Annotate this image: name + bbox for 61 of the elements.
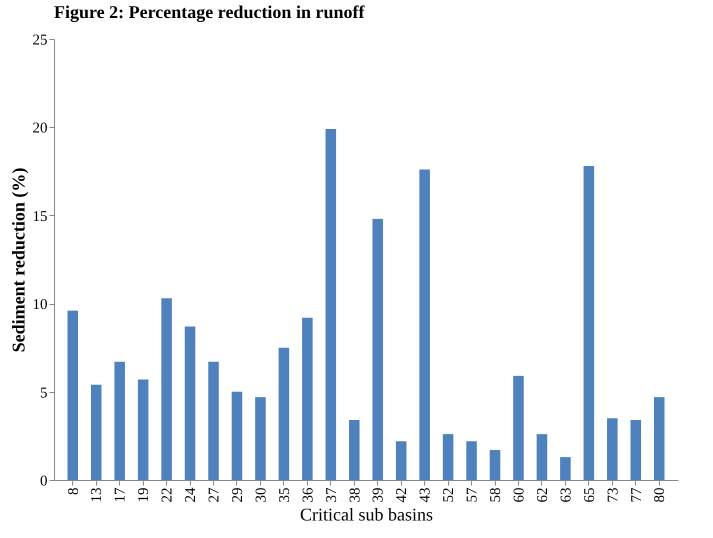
bar	[560, 457, 571, 480]
x-tick-label: 65	[582, 488, 598, 502]
x-tick-label: 42	[394, 488, 410, 502]
y-tick-label: 15	[32, 208, 48, 225]
bar	[90, 384, 102, 480]
bar	[302, 318, 313, 480]
x-axis-title: Critical sub basins	[300, 504, 433, 524]
x-tick-label: 8	[66, 488, 82, 495]
x-tick-label: 24	[183, 487, 200, 502]
x-tick-label: 17	[112, 487, 129, 502]
x-tick-label: 19	[136, 488, 152, 502]
bar	[232, 392, 242, 480]
bar	[184, 326, 196, 480]
bar	[654, 397, 665, 480]
bar	[67, 310, 78, 480]
bar	[466, 441, 477, 480]
x-tick-label: 43	[418, 488, 434, 502]
bar	[138, 379, 148, 480]
bar	[161, 298, 172, 480]
bar	[208, 362, 219, 480]
bar	[607, 418, 618, 480]
y-axis-title: Sediment reduction (%)	[8, 168, 28, 352]
x-tick-label: 29	[230, 488, 246, 502]
y-tick-label: 5	[40, 385, 48, 402]
x-tick-label: 73	[605, 488, 622, 502]
bar	[584, 166, 594, 480]
y-tick-label: 0	[40, 474, 48, 490]
x-tick-label: 57	[464, 487, 481, 502]
bar	[326, 128, 336, 480]
bar	[255, 397, 266, 480]
x-tick-label: 80	[652, 488, 668, 502]
x-tick-label: 63	[558, 488, 574, 502]
x-tick-label: 36	[300, 487, 316, 502]
x-tick-label: 35	[276, 488, 293, 502]
bar	[419, 170, 430, 480]
bar	[396, 441, 406, 480]
y-tick-label: 10	[32, 297, 48, 314]
bar	[490, 450, 500, 480]
chart-title: Figure 2: Percentage reduction in runoff	[54, 2, 366, 22]
bar	[536, 434, 548, 480]
bar	[114, 362, 125, 480]
bar	[348, 420, 360, 480]
y-tick-label: 20	[32, 120, 48, 137]
x-tick-label: 39	[370, 488, 387, 502]
bar	[372, 218, 384, 480]
x-tick-label: 52	[441, 488, 458, 502]
x-tick-label: 77	[628, 487, 645, 502]
x-tick-label: 27	[206, 487, 223, 502]
y-tick-label: 25	[32, 32, 48, 48]
x-tick-label: 22	[160, 488, 176, 502]
bar	[513, 376, 524, 480]
bar	[442, 434, 454, 480]
x-tick-label: 58	[488, 488, 504, 502]
x-tick-label: 30	[253, 488, 270, 502]
x-tick-label: 60	[511, 488, 528, 502]
bar	[278, 348, 290, 480]
x-tick-label: 37	[324, 487, 340, 502]
x-tick-label: 13	[89, 488, 106, 502]
bar	[630, 420, 642, 480]
x-tick-label: 62	[534, 488, 551, 502]
x-tick-label: 38	[347, 488, 364, 502]
